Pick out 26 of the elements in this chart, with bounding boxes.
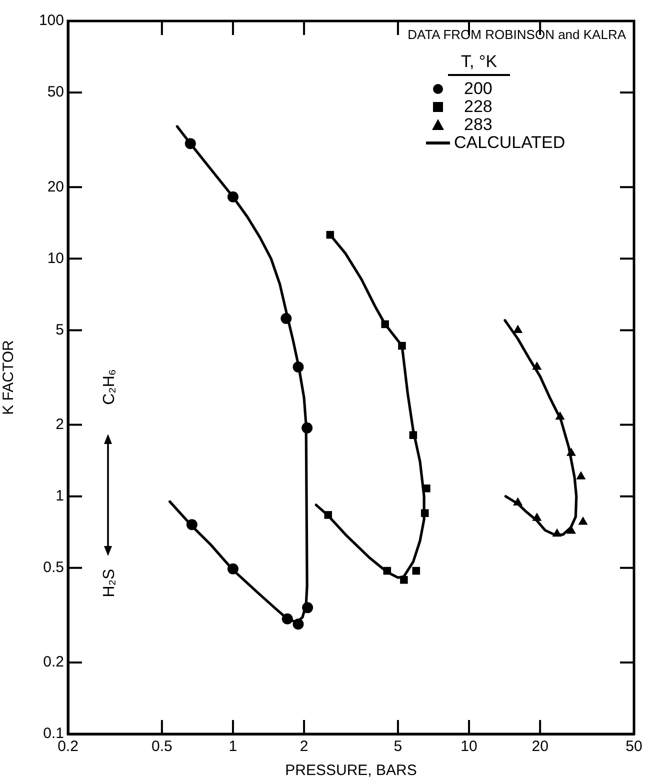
y-tick-label: 5 [56, 321, 64, 338]
y-tick-label: 20 [47, 178, 64, 196]
annotation: H₂S [101, 568, 119, 598]
y-axis-title: K FACTOR [0, 340, 18, 415]
y-tick-label: 0.2 [43, 654, 64, 671]
y-tick-label: 2 [56, 416, 64, 433]
legend-label: 228 [464, 97, 492, 117]
x-tick-label: 0.5 [152, 738, 172, 756]
x-tick-label: 2 [300, 738, 308, 756]
x-tick-label: 20 [532, 738, 548, 756]
legend-label: 283 [464, 115, 492, 135]
y-tick-label: 100 [38, 12, 64, 30]
y-tick-label: 0.5 [43, 559, 64, 576]
x-tick-label: 50 [626, 738, 642, 756]
annotation: C₂H₆ [101, 369, 119, 405]
legend-title: T, °K [448, 52, 510, 76]
y-tick-label: 50 [47, 84, 64, 101]
x-axis-title: PRESSURE, BARS [285, 762, 417, 780]
x-tick-label: 5 [394, 738, 402, 756]
x-tick-label: 10 [460, 738, 478, 756]
y-tick-label: 1 [56, 487, 64, 504]
legend-label: 200 [464, 79, 492, 99]
legend-label: CALCULATED [454, 133, 566, 153]
x-tick-label: 1 [228, 738, 238, 756]
y-tick-label: 10 [47, 250, 64, 267]
annotation: DATA FROM ROBINSON and KALRA [408, 27, 626, 42]
